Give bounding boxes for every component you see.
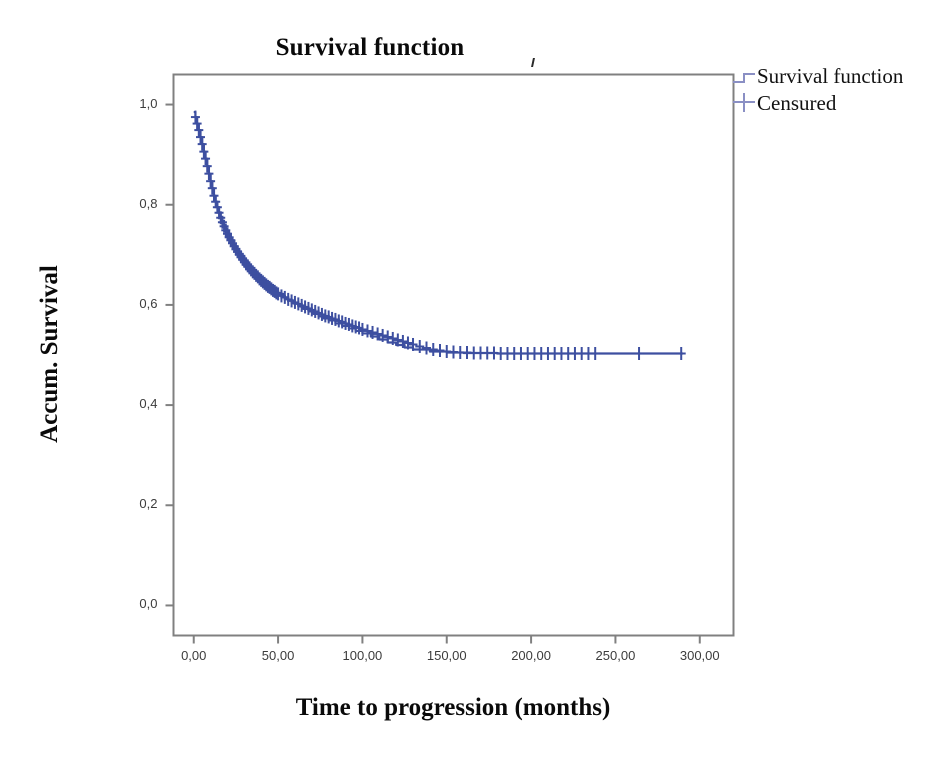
y-tick-label: 0,2 — [139, 496, 158, 512]
censor-mark — [378, 328, 388, 342]
censored-markers — [190, 110, 686, 360]
censor-mark — [357, 322, 367, 336]
censor-mark — [398, 334, 408, 348]
x-axis-ticks — [192, 635, 701, 644]
censor-mark — [211, 195, 221, 209]
censor-mark — [590, 346, 600, 360]
censor-mark — [197, 137, 207, 151]
censor-mark — [204, 167, 214, 181]
y-tick-label: 0,4 — [139, 396, 158, 412]
legend-step-line-icon — [733, 73, 755, 83]
censor-mark — [428, 342, 438, 356]
censor-mark — [408, 337, 418, 351]
censor-mark — [199, 145, 209, 159]
censor-mark — [435, 343, 445, 357]
x-tick-label: 0,00 — [181, 647, 207, 663]
censor-mark — [190, 110, 200, 124]
x-tick-label: 300,00 — [679, 647, 720, 663]
censor-mark — [388, 331, 398, 345]
censor-mark — [202, 159, 212, 173]
x-tick-label: 50,00 — [261, 647, 295, 663]
censor-mark — [212, 200, 222, 214]
censor-mark — [415, 339, 425, 353]
x-tick-label: 250,00 — [595, 647, 636, 663]
censor-mark — [206, 174, 216, 188]
legend-markers — [733, 73, 755, 112]
censor-mark — [383, 330, 393, 344]
censor-mark — [362, 324, 372, 338]
chart-title: Survival function — [275, 34, 465, 61]
y-tick-label: 0,0 — [139, 596, 158, 612]
censor-mark — [201, 152, 211, 166]
censor-mark — [634, 346, 644, 360]
x-axis-title: Time to progression (months) — [295, 694, 611, 721]
censor-mark — [422, 341, 432, 355]
y-axis-ticks — [165, 103, 174, 607]
censor-mark — [271, 286, 281, 300]
censor-mark — [195, 130, 205, 144]
y-tick-label: 0,8 — [139, 195, 158, 211]
censor-mark — [209, 189, 219, 203]
censor-mark — [403, 336, 413, 350]
censor-mark — [192, 117, 202, 131]
censor-mark — [207, 181, 217, 195]
legend-item-survival-function: Survival function — [757, 64, 904, 88]
y-tick-label: 0,6 — [139, 295, 158, 311]
x-tick-label: 100,00 — [342, 647, 383, 663]
censor-mark — [373, 327, 383, 341]
y-tick-label: 1,0 — [139, 95, 158, 111]
censor-mark — [368, 325, 378, 339]
x-tick-label: 150,00 — [426, 647, 467, 663]
x-tick-label: 200,00 — [511, 647, 551, 663]
censor-mark — [393, 333, 403, 347]
censor-mark — [676, 346, 686, 360]
censor-mark — [194, 123, 204, 137]
legend-item-censured: Censured — [757, 91, 837, 115]
